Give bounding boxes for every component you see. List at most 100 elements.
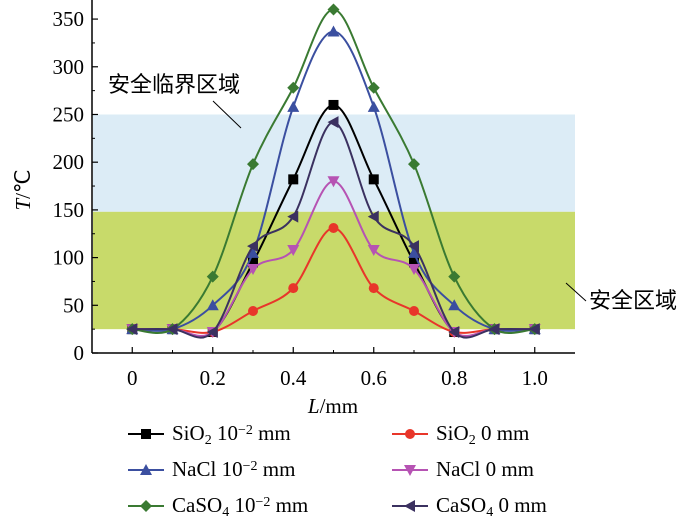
data-point [248,306,258,317]
x-axis-label-symbol: L [307,394,320,418]
y-tick-label: 300 [53,55,85,79]
data-point [247,264,259,276]
legend-swatch-marker [140,500,152,512]
legend-label-part: 10 [234,493,255,517]
x-tick-label: 0.6 [361,366,387,390]
data-point [448,299,461,311]
y-tick-label: 150 [53,198,85,222]
y-tick-label: 50 [63,293,84,317]
legend-label-part: mm [257,457,295,481]
legend-swatch-marker [404,465,416,476]
legend-item: SiO2 10−2 mm [128,421,291,448]
legend-item: NaCl 0 mm [392,457,534,481]
data-point [368,283,379,294]
y-tick-label: 350 [53,7,85,31]
data-point [247,158,259,171]
legend-label: CaSO4 10−2 mm [172,493,308,520]
legend-label: CaSO4 0 mm [436,493,547,520]
legend-label-part: 10 [217,421,238,445]
data-point [409,306,419,317]
legend-label-part: −2 [243,459,258,474]
data-point [288,283,299,294]
data-point [488,323,500,336]
data-point [408,246,420,258]
data-point [327,25,340,37]
y-tick-label: 250 [53,102,85,126]
data-point [247,240,258,253]
legend-label-part: mm [270,493,308,517]
y-tick-label: 0 [74,341,85,365]
data-point [408,264,420,276]
data-point [206,326,218,339]
x-axis-label: L/mm [307,394,358,418]
legend-label-part: 10 [222,457,243,481]
legend-label: NaCl 10−2 mm [172,457,295,481]
legend-label-part: SiO [172,421,205,445]
data-point [528,323,540,336]
data-point [288,174,299,185]
legend-label-part: CaSO [436,493,486,517]
legend-swatch-marker [141,429,151,439]
legend-label-part: 0 mm [481,421,529,445]
y-axis-label-symbol: T [11,198,35,211]
data-point [328,99,339,110]
y-axis-label: T/℃ [11,169,35,210]
data-point [448,270,461,283]
zone-leader-safe [565,282,587,302]
legend-swatch-marker [404,500,415,512]
data-point [448,326,460,339]
legend-swatch-marker [140,464,152,475]
x-tick-label: 0.4 [280,366,307,390]
data-point [367,244,380,256]
series-group [126,3,541,339]
legend-label-part: mm [253,421,291,445]
legend-label: NaCl 0 mm [436,457,534,481]
legend-item: CaSO4 0 mm [392,493,547,520]
data-point [327,176,340,188]
legend-item: SiO2 0 mm [392,421,529,448]
y-tick-label: 200 [53,150,85,174]
data-point [367,210,379,223]
series-5 [126,116,540,339]
data-point [287,210,299,223]
y-tick-label: 100 [53,246,85,270]
legend-swatch-marker [405,429,415,439]
x-tick-label: 0 [127,366,138,390]
data-point [126,323,138,336]
legend-item: NaCl 10−2 mm [128,457,295,481]
zone-bands [93,114,575,330]
zone-label-critical: 安全临界区域 [108,73,240,98]
data-point [247,246,259,258]
data-point [287,244,300,256]
zone-leader-critical [212,100,242,129]
data-point [206,270,219,283]
zone-annotations: 安全临界区域 安全区域 [108,73,677,314]
data-point [408,158,420,171]
legend-label-part: NaCl [436,457,480,481]
data-point [287,81,300,94]
data-point [409,257,419,268]
x-tick-label: 1.0 [522,366,548,390]
x-tick-label: 0.2 [200,366,226,390]
data-point [166,323,178,336]
legend-label-part: 2 [205,433,212,448]
axes: 0 50 100 150 200 250 300 350 0 0.2 0.4 0.6 0.8 1.0 [53,0,575,390]
legend-label-part: SiO [436,421,469,445]
legend-label-part: CaSO [172,493,222,517]
zone-band-0 [93,114,575,212]
data-point [367,100,380,112]
y-axis-label-unit: /℃ [11,169,35,198]
axis-labels: T/℃ L/mm [11,169,358,418]
data-point [327,116,339,129]
legend-label-part: 0 mm [498,493,546,517]
data-point [328,223,339,234]
zone-label-safe: 安全区域 [589,289,677,314]
x-tick-label: 0.8 [441,366,467,390]
legend-label-part: 2 [469,433,476,448]
legend-label-part: −2 [255,495,270,510]
data-point [367,81,380,94]
x-axis-label-unit: /mm [320,394,359,418]
data-point [327,3,340,16]
